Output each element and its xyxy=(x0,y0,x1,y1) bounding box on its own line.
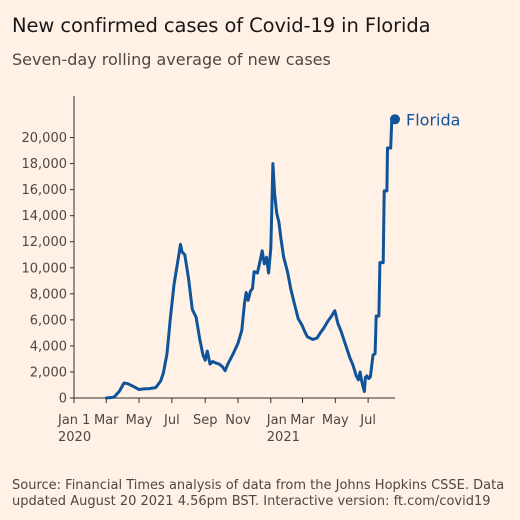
chart-subtitle: Seven-day rolling average of new cases xyxy=(12,50,331,69)
x-tick-year-label: 2020 xyxy=(58,430,91,445)
series-line-florida xyxy=(104,117,397,400)
x-tick-label: Sep xyxy=(193,413,218,428)
series-label: Florida xyxy=(406,110,460,129)
y-tick-label: 14,000 xyxy=(22,209,68,224)
x-tick-label: Jan 1 xyxy=(57,413,90,428)
line-chart: 0 2,000 4,000 6,000 8,000 10,000 12,000 14,000 1… xyxy=(22,96,460,445)
x-tick-label: May xyxy=(126,413,153,428)
y-tick-label: 4,000 xyxy=(30,339,67,354)
y-tick-label: 18,000 xyxy=(22,157,68,172)
y-tick-label: 20,000 xyxy=(22,131,68,146)
x-tick-label: Jul xyxy=(359,413,376,428)
x-tick-label: Mar xyxy=(94,413,119,428)
y-tick-label: 10,000 xyxy=(22,261,68,276)
y-tick-label: 6,000 xyxy=(30,313,67,328)
x-tick-label: Jul xyxy=(163,413,180,428)
x-tick-label: May xyxy=(322,413,349,428)
y-tick-label: 12,000 xyxy=(22,235,68,250)
x-tick-label: Nov xyxy=(225,413,251,428)
y-tick-label: 8,000 xyxy=(30,287,67,302)
y-tick-label: 0 xyxy=(59,392,67,407)
x-tick-label: Jan xyxy=(266,413,287,428)
y-tick-label: 16,000 xyxy=(22,183,68,198)
x-tick-label: Mar xyxy=(290,413,315,428)
series-layer: Florida xyxy=(104,110,460,400)
chart-title: New confirmed cases of Covid-19 in Flori… xyxy=(12,14,431,37)
y-axis: 0 2,000 4,000 6,000 8,000 10,000 12,000 14,000 1… xyxy=(22,96,75,407)
source-note: Source: Financial Times analysis of data… xyxy=(12,478,505,509)
series-end-dot xyxy=(390,114,400,125)
x-tick-year-label: 2021 xyxy=(267,430,300,445)
y-tick-label: 2,000 xyxy=(30,365,67,380)
